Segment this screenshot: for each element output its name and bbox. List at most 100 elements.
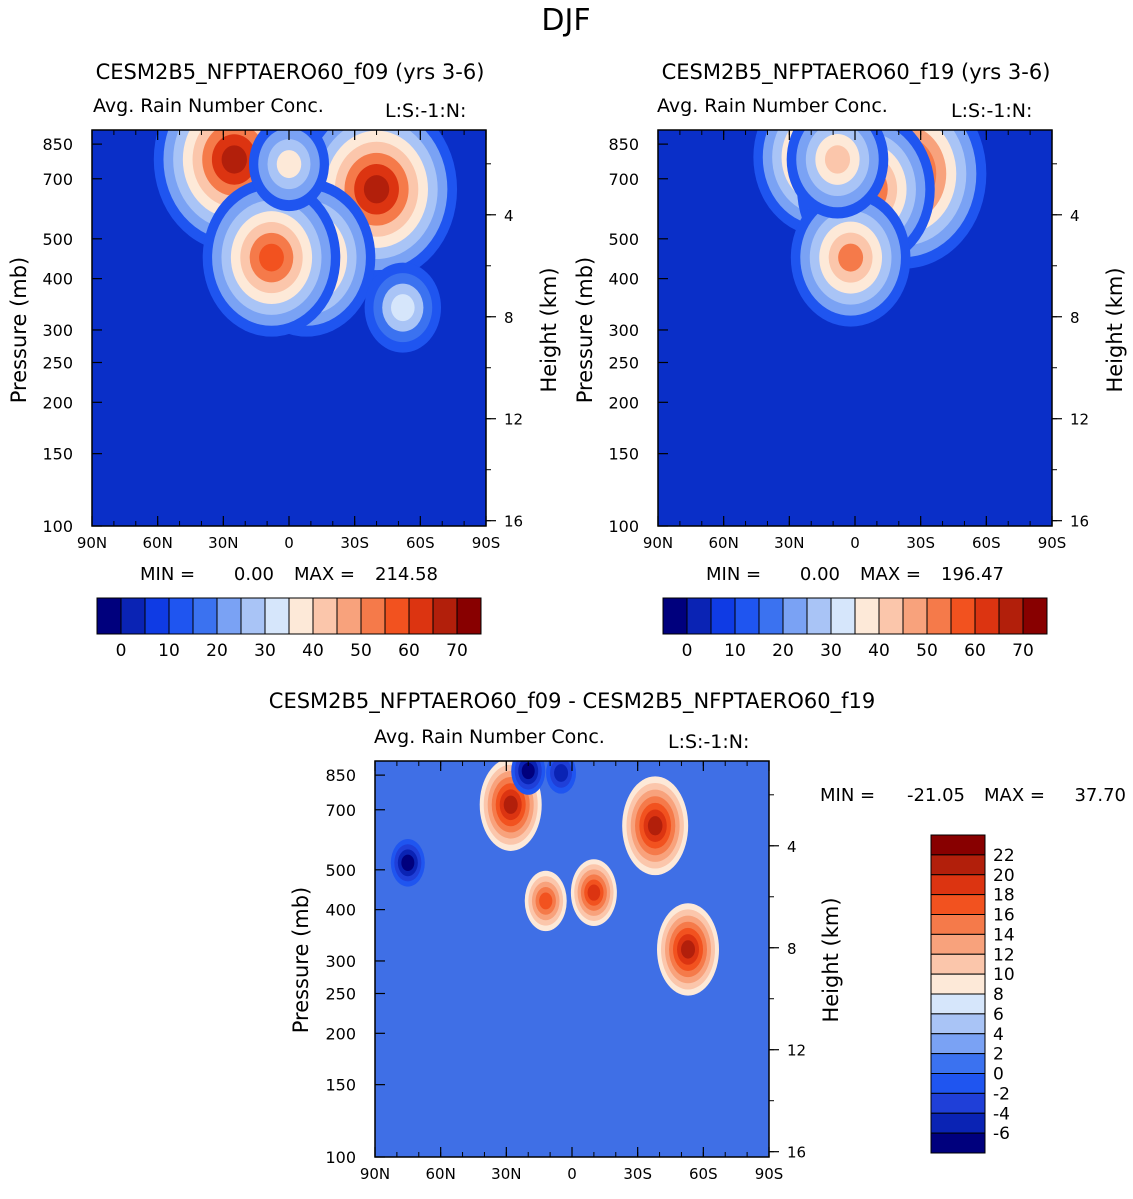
panel-diff-min-value: -21.05 — [907, 785, 965, 806]
panel-f19-colorbar: 0 10 20 30 40 50 60 70 — [662, 597, 1048, 661]
x-tick-label: 90S — [1038, 534, 1067, 552]
colorbar-label: 10 — [993, 965, 1015, 985]
x-tick-label: 90S — [472, 534, 501, 552]
colorbar-swatch — [336, 597, 362, 635]
colorbar-label: 20 — [993, 866, 1015, 886]
panel-f09-subtitle: Avg. Rain Number Conc. — [93, 95, 324, 117]
colorbar-swatch — [408, 597, 434, 635]
colorbar-swatch — [902, 597, 928, 635]
y-tick-label: 700 — [608, 170, 639, 189]
colorbar-swatch — [854, 597, 880, 635]
panel-diff-max-label: MAX = — [984, 785, 1045, 806]
y-tick-label: 700 — [325, 801, 356, 820]
y-tick-label: 300 — [325, 952, 356, 971]
x-tick-label: 0 — [567, 1165, 577, 1183]
field-contour — [221, 145, 247, 174]
field-blob-5 — [390, 839, 425, 887]
y-right-tick-label: 12 — [1070, 411, 1089, 429]
colorbar-swatch — [758, 597, 784, 635]
colorbar-swatch — [930, 1053, 986, 1074]
colorbar-swatch — [830, 597, 856, 635]
y-tick-label: 400 — [42, 270, 73, 289]
y-tick-label: 200 — [325, 1024, 356, 1043]
colorbar-label: 6 — [993, 1005, 1004, 1025]
field-contour — [276, 150, 302, 179]
colorbar-label: 60 — [398, 641, 420, 661]
field-contour — [401, 854, 415, 872]
field-contour — [554, 764, 569, 782]
field-blob-3 — [524, 870, 567, 932]
colorbar-swatch — [926, 597, 952, 635]
colorbar-label: 30 — [820, 641, 842, 661]
y-tick-label: 850 — [608, 135, 639, 154]
x-tick-label: 0 — [284, 534, 294, 552]
x-tick-label: 60N — [709, 534, 739, 552]
x-tick-label: 30S — [623, 1165, 652, 1183]
y-tick-label: 150 — [325, 1076, 356, 1095]
panel-f19-max-value: 196.47 — [941, 564, 1004, 585]
colorbar-swatch — [240, 597, 266, 635]
colorbar-swatch — [168, 597, 194, 635]
colorbar-swatch — [264, 597, 290, 635]
colorbar-label: 12 — [993, 945, 1015, 965]
x-tick-label: 0 — [850, 534, 860, 552]
panel-f19-ylabel: Pressure (mb) — [573, 257, 597, 404]
field-blob-4 — [570, 859, 617, 927]
y-tick-label: 400 — [608, 270, 639, 289]
colorbar-swatch — [288, 597, 314, 635]
colorbar-label: 18 — [993, 886, 1015, 906]
x-tick-label: 90N — [77, 534, 107, 552]
field-contour — [363, 175, 390, 204]
panel-f19-min-value: 0.00 — [800, 564, 840, 585]
colorbar-swatch — [950, 597, 976, 635]
colorbar-swatch — [1022, 597, 1048, 635]
panel-f09-min-value: 0.00 — [234, 564, 274, 585]
field-blob-5 — [249, 130, 329, 212]
y-right-tick-label: 8 — [787, 940, 797, 958]
y-right-tick-label: 12 — [787, 1042, 806, 1060]
colorbar-swatch — [734, 597, 760, 635]
panel-f09-min-label: MIN = — [140, 564, 195, 585]
panel-f19-max-label: MAX = — [860, 564, 921, 585]
y-right-tick-label: 4 — [504, 207, 514, 225]
x-tick-label: 90S — [755, 1165, 784, 1183]
colorbar-swatch — [930, 1092, 986, 1114]
colorbar-swatch — [686, 597, 712, 635]
x-tick-label: 30S — [340, 534, 369, 552]
panel-diff-ylabel: Pressure (mb) — [289, 887, 313, 1034]
field-blob-2 — [657, 903, 720, 996]
panel-diff-subtitle: Avg. Rain Number Conc. — [374, 726, 605, 748]
colorbar-label: -2 — [993, 1084, 1010, 1104]
field-contour — [503, 795, 518, 814]
colorbar-swatch — [974, 597, 1000, 635]
colorbar-swatch — [998, 597, 1024, 635]
y-tick-label: 500 — [325, 861, 356, 880]
colorbar-swatch — [930, 953, 986, 975]
field-contour — [521, 762, 535, 780]
colorbar-swatch — [930, 894, 986, 915]
colorbar-swatch — [930, 933, 986, 955]
panel-f09-ylabel-right: Height (km) — [537, 267, 561, 392]
field-contour — [391, 294, 415, 322]
y-tick-label: 400 — [325, 901, 356, 920]
colorbar-swatch — [192, 597, 218, 635]
colorbar-swatch — [930, 854, 986, 876]
panel-f09-colorbar: 0 10 20 30 40 50 60 70 — [96, 597, 482, 661]
colorbar-swatch — [456, 597, 482, 635]
colorbar-label: 40 — [868, 641, 890, 661]
y-right-tick-label: 16 — [1070, 513, 1089, 531]
panel-diff: CESM2B5_NFPTAERO60_f09 - CESM2B5_NFPTAER… — [269, 689, 1126, 1183]
y-tick-label: 200 — [42, 393, 73, 412]
field-blob-7 — [546, 761, 577, 794]
colorbar-label: 20 — [772, 641, 794, 661]
panel-f09-level-label: L:S:-1:N: — [385, 100, 466, 122]
field-blob-1 — [622, 776, 689, 876]
colorbar-swatch — [930, 914, 986, 935]
x-tick-label: 30N — [491, 1165, 521, 1183]
colorbar-swatch — [360, 597, 386, 635]
panel-diff-level-label: L:S:-1:N: — [668, 731, 749, 753]
y-tick-label: 100 — [42, 517, 73, 536]
panel-f19-subtitle: Avg. Rain Number Conc. — [657, 95, 888, 117]
colorbar-swatch — [96, 597, 122, 635]
